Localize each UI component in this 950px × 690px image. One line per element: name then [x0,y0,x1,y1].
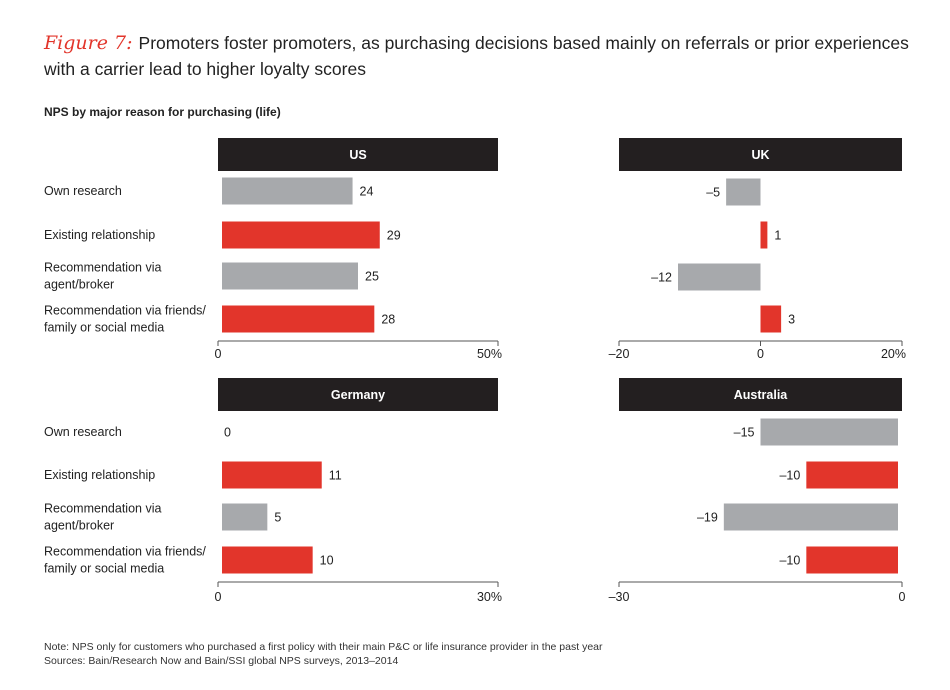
panel-uk-tick-label-2: 20% [881,347,906,361]
panel-australia-bar-own-research [760,418,898,446]
panel-us-tick-label-1: 50% [477,347,502,361]
row-label-top-1-line-0: Existing relationship [44,228,155,242]
panel-australia-title: Australia [734,388,789,402]
panel-uk-title: UK [751,148,769,162]
panel-australia-value-label-3: –10 [779,554,800,568]
chart-subtitle: NPS by major reason for purchasing (life… [44,105,281,119]
panel-germany-tick-label-1: 30% [477,590,502,604]
panel-uk-value-label-3: 3 [788,313,795,327]
panel-uk-value-label-0: –5 [706,186,720,200]
panel-us-value-label-1: 29 [387,229,401,243]
panel-uk-value-label-2: –12 [651,271,672,285]
panel-us-bar-recommendation-via-agent-broker [222,262,358,290]
panel-australia-bar-recommendation-via-friends-family-or-social-media [806,546,898,574]
panel-us-value-label-2: 25 [365,270,379,284]
panel-germany-value-label-1: 11 [329,469,342,483]
panel-australia-tick-label-0: –30 [609,590,630,604]
panel-australia-value-label-1: –10 [779,469,800,483]
row-label-top-3-line-0: Recommendation via friends/ [44,304,206,318]
figure-title-text: Promoters foster promoters, as purchasin… [44,33,909,79]
panel-us-title: US [349,148,366,162]
row-label-bottom-2-line-0: Recommendation via [44,502,161,516]
row-label-bottom-0-line-0: Own research [44,425,122,439]
row-label-bottom-1-line-0: Existing relationship [44,468,155,482]
panel-uk-bar-recommendation-via-friends-family-or-social-media [760,305,782,333]
panel-australia-bar-existing-relationship [806,461,898,489]
row-label-top-2-line-1: agent/broker [44,278,114,292]
panel-germany-bar-existing-relationship [222,461,322,489]
panel-us-tick-label-0: 0 [215,347,222,361]
figure-title: Figure 7: Promoters foster promoters, as … [44,30,924,82]
panel-us-bar-recommendation-via-friends-family-or-social-media [222,305,375,333]
panel-us-value-label-0: 24 [360,185,374,199]
panel-australia-header [619,378,902,411]
panel-germany-value-label-0: 0 [224,426,231,440]
panel-uk-bar-own-research [726,178,761,206]
panel-us-value-label-3: 28 [381,313,395,327]
footnote-note: Note: NPS only for customers who purchas… [44,641,603,653]
panel-australia-tick-label-1: 0 [899,590,906,604]
panel-germany-bar-recommendation-via-friends-family-or-social-media [222,546,313,574]
panel-uk-tick-label-1: 0 [757,347,764,361]
panel-uk-value-label-1: 1 [774,229,781,243]
panel-australia-value-label-2: –19 [697,511,718,525]
panel-uk-header [619,138,902,171]
row-label-bottom-3-line-1: family or social media [44,562,164,576]
panel-us-bar-own-research [222,177,353,205]
panel-australia-bar-recommendation-via-agent-broker [723,503,898,531]
panel-germany-header [218,378,498,411]
panel-uk-tick-label-0: –20 [609,347,630,361]
panel-germany-tick-label-0: 0 [215,590,222,604]
footnote-sources: Sources: Bain/Research Now and Bain/SSI … [44,655,399,667]
panel-uk-bar-recommendation-via-agent-broker [678,263,761,291]
panel-australia-value-label-0: –15 [734,426,755,440]
panel-germany-value-label-3: 10 [320,554,334,568]
panel-uk-bar-existing-relationship [760,221,768,249]
row-label-bottom-3-line-0: Recommendation via friends/ [44,545,206,559]
row-label-bottom-2-line-1: agent/broker [44,519,114,533]
row-label-top-0-line-0: Own research [44,184,122,198]
panel-germany-value-label-2: 5 [274,511,281,525]
figure-label: Figure 7: [44,32,133,54]
panel-germany-title: Germany [331,388,385,402]
row-label-top-2-line-0: Recommendation via [44,261,161,275]
row-label-top-3-line-1: family or social media [44,321,164,335]
panel-us-bar-existing-relationship [222,221,380,249]
panel-germany-bar-recommendation-via-agent-broker [222,503,268,531]
panel-us-header [218,138,498,171]
